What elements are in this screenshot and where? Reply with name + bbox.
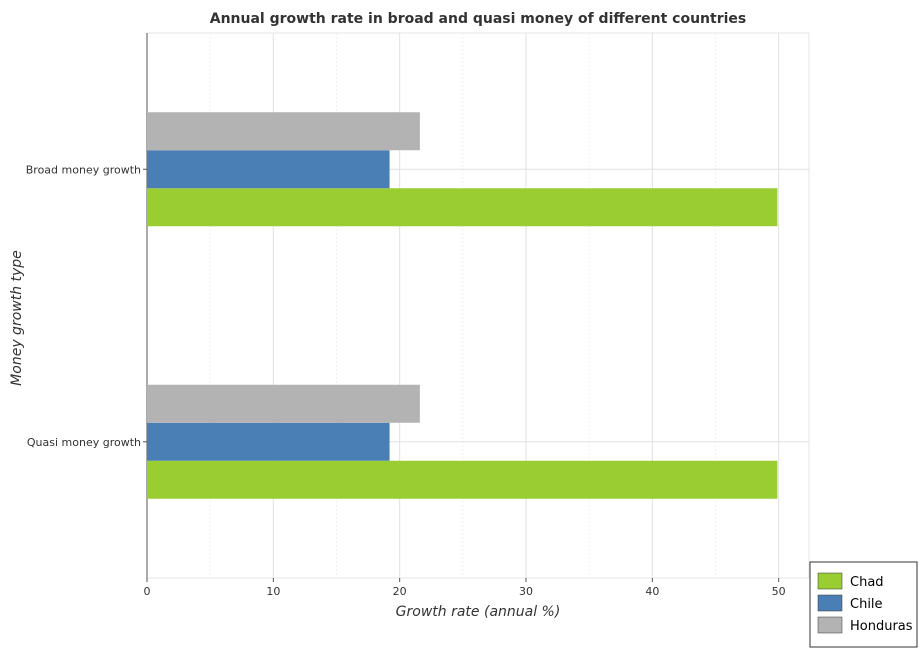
y-axis-label: Money growth type	[9, 250, 25, 386]
bar-chile	[147, 150, 390, 189]
y-tick-label: Quasi money growth	[27, 436, 141, 449]
x-tick-label: 20	[393, 585, 407, 598]
legend-label-honduras: Honduras	[850, 619, 913, 634]
legend-label-chad: Chad	[850, 575, 884, 590]
x-tick-label: 10	[266, 585, 280, 598]
legend: Chad Chile Honduras	[809, 561, 918, 648]
y-tick-label: Broad money growth	[26, 163, 141, 176]
legend-swatch-chad	[817, 572, 843, 590]
x-ticks: 0 10 20 30 40 50	[144, 578, 786, 598]
x-tick-label: 50	[772, 585, 786, 598]
x-tick-label: 30	[519, 585, 533, 598]
bars	[147, 112, 778, 499]
x-tick-label: 40	[645, 585, 659, 598]
legend-swatch-chile	[817, 594, 843, 612]
chart-title: Annual growth rate in broad and quasi mo…	[210, 11, 746, 27]
bar-chad	[147, 188, 778, 227]
bar-honduras	[147, 384, 420, 423]
bar-chad	[147, 460, 778, 499]
legend-swatch-honduras	[817, 616, 843, 634]
x-tick-label: 0	[144, 585, 151, 598]
bar-chile	[147, 422, 390, 461]
y-ticks: Quasi money growth Broad money growth	[26, 163, 147, 449]
legend-label-chile: Chile	[850, 597, 883, 612]
x-axis-label: Growth rate (annual %)	[396, 604, 561, 620]
bar-honduras	[147, 112, 420, 151]
